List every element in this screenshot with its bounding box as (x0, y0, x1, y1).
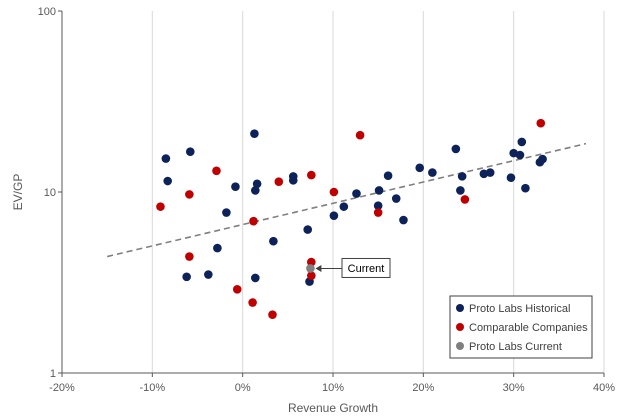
data-point-proto-labs-historical (521, 183, 530, 193)
data-point-proto-labs-historical (339, 202, 349, 211)
legend-box (449, 295, 593, 359)
data-point-comparable-companies (248, 298, 257, 307)
legend-marker-comparable-companies (456, 323, 464, 331)
x-tick-label: 0% (235, 382, 251, 394)
x-tick-label: 10% (322, 382, 344, 394)
x-tick-label: 30% (503, 382, 525, 394)
data-point-proto-labs-historical (383, 171, 393, 181)
data-point-proto-labs-historical (515, 150, 525, 160)
data-point-proto-labs-historical (415, 163, 425, 173)
data-point-proto-labs-historical (185, 147, 195, 156)
data-points (156, 118, 547, 319)
data-point-comparable-companies (307, 170, 316, 180)
x-axis-title: Revenue Growth (288, 401, 378, 415)
data-point-comparable-companies (536, 118, 546, 128)
data-point-comparable-companies (307, 271, 316, 280)
data-point-proto-labs-historical (456, 186, 465, 195)
annotation-arrowhead (315, 264, 322, 272)
data-point-proto-labs-historical (231, 182, 240, 191)
x-tick-label: 40% (593, 382, 615, 394)
axes: 1 10 100 -20% -10% 0% 10% 20% 30% 40% (38, 6, 616, 394)
data-point-proto-labs-historical (213, 243, 222, 253)
legend-marker-proto-labs-current (456, 342, 464, 350)
data-point-proto-labs-historical (485, 168, 495, 177)
data-point-comparable-companies (249, 216, 258, 226)
legend-marker-proto-labs-historical (456, 304, 464, 312)
data-point-proto-labs-historical (352, 189, 361, 198)
data-point-proto-labs-historical (182, 272, 191, 282)
data-point-comparable-companies (232, 285, 242, 294)
data-point-proto-labs-historical (538, 154, 547, 164)
trendline (106, 142, 587, 258)
data-point-proto-labs-historical (457, 172, 467, 181)
data-point-proto-labs-historical (250, 129, 259, 138)
data-point-proto-labs-historical (303, 225, 313, 234)
annotation-label: Current (348, 263, 385, 275)
data-point-proto-labs-historical (506, 173, 516, 182)
legend: Proto Labs Historical Comparable Companie… (449, 295, 593, 359)
data-point-comparable-companies (355, 130, 365, 140)
data-point-comparable-companies (156, 202, 165, 211)
legend-label-proto-labs-historical: Proto Labs Historical (469, 303, 571, 315)
x-tick-label: 20% (412, 382, 434, 394)
data-point-comparable-companies (185, 190, 194, 199)
data-point-proto-labs-historical (163, 176, 172, 186)
data-point-proto-labs-historical (251, 273, 260, 283)
annotation-box (341, 257, 391, 278)
y-tick-label: 10 (44, 187, 56, 199)
legend-label-proto-labs-current: Proto Labs Current (469, 341, 562, 353)
data-point-comparable-companies (373, 208, 383, 217)
data-point-proto-labs-historical (329, 211, 339, 220)
data-point-proto-labs-historical (517, 137, 527, 147)
data-point-proto-labs-historical (399, 215, 408, 225)
y-axis-title: EV/GP (11, 174, 25, 211)
data-point-proto-labs-historical (373, 201, 383, 211)
data-point-comparable-companies (212, 166, 221, 176)
annotations: Current (315, 257, 391, 278)
data-point-comparable-companies (268, 310, 277, 319)
data-point-proto-labs-historical (204, 270, 213, 279)
data-point-proto-labs-historical (374, 186, 384, 195)
data-point-proto-labs-historical (451, 144, 461, 154)
data-point-proto-labs-current (306, 264, 315, 273)
data-point-proto-labs-historical (391, 194, 401, 203)
x-tick-label: -20% (49, 382, 75, 394)
y-tick-label: 100 (38, 6, 56, 18)
data-point-proto-labs-historical (252, 179, 262, 189)
y-tick-label: 1 (50, 368, 56, 380)
data-point-comparable-companies (307, 257, 316, 267)
trendline-layer (106, 142, 587, 258)
data-point-comparable-companies (460, 195, 470, 204)
x-tick-label: -10% (139, 382, 165, 394)
data-point-proto-labs-historical (251, 186, 260, 195)
data-point-comparable-companies (329, 187, 339, 197)
legend-label-comparable-companies: Comparable Companies (469, 322, 588, 334)
data-point-proto-labs-historical (288, 176, 298, 185)
data-point-proto-labs-historical (222, 208, 231, 217)
data-point-proto-labs-historical (428, 168, 437, 177)
data-point-proto-labs-historical (161, 154, 171, 163)
data-point-comparable-companies (185, 252, 194, 261)
data-point-comparable-companies (274, 177, 284, 187)
data-point-proto-labs-historical (269, 236, 278, 246)
